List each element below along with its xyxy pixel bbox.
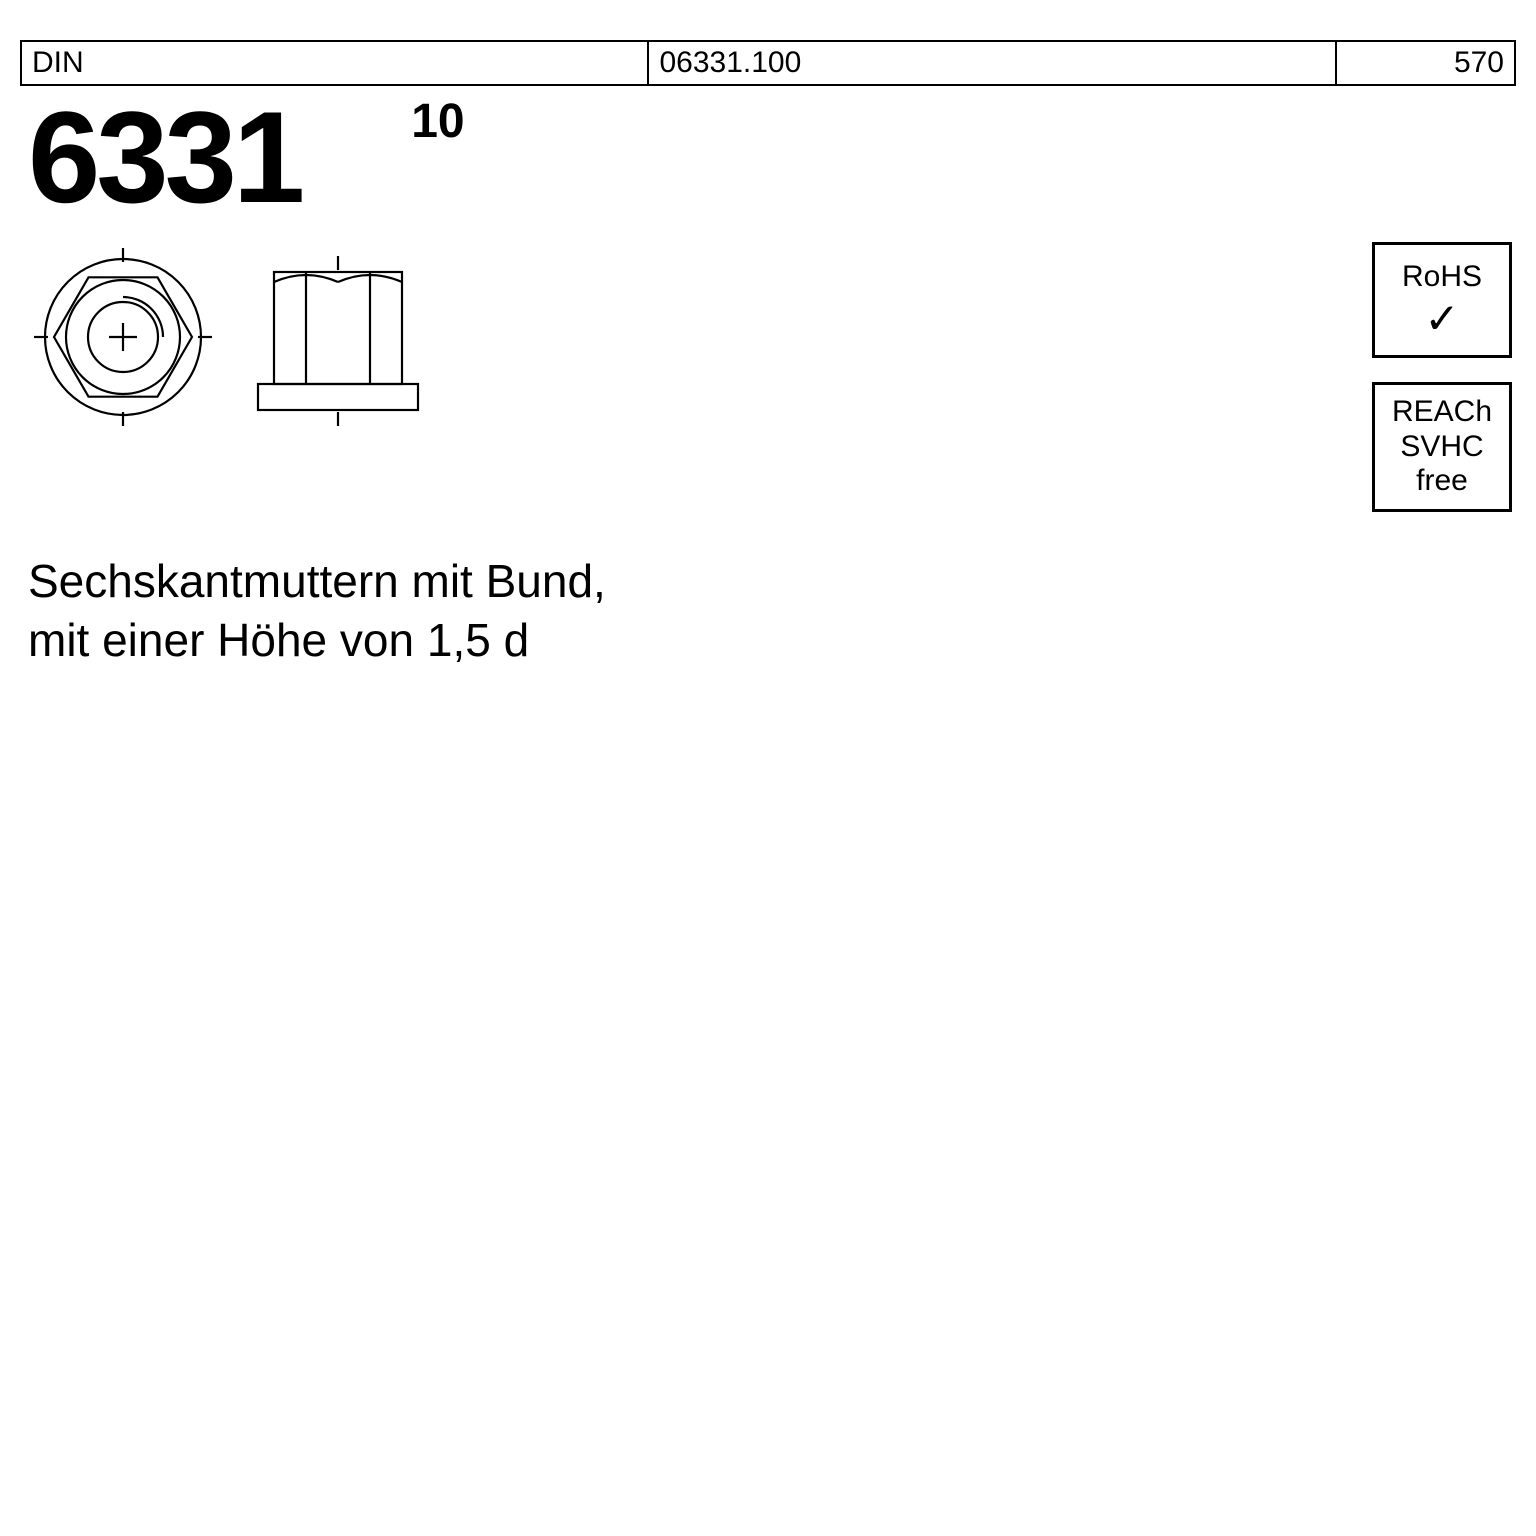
header-page-cell: 570: [1336, 41, 1515, 85]
header-table: DIN 06331.100 570: [20, 40, 1516, 86]
header-code-cell: 06331.100: [648, 41, 1335, 85]
technical-drawings: [28, 242, 428, 432]
nut-side-view-icon: [248, 242, 428, 432]
nut-top-view-icon: [28, 242, 218, 432]
title-row: 6331 10: [20, 92, 1516, 222]
datasheet-page: DIN 06331.100 570 6331 10: [0, 0, 1536, 691]
standard-number: 6331: [28, 92, 301, 222]
rohs-badge: RoHS ✓: [1372, 242, 1512, 358]
reach-line2: SVHC: [1381, 430, 1503, 465]
header-din-cell: DIN: [21, 41, 648, 85]
reach-line1: REACh: [1381, 395, 1503, 430]
mid-row: RoHS ✓ REACh SVHC free: [20, 242, 1516, 512]
reach-line3: free: [1381, 464, 1503, 499]
property-class: 10: [411, 94, 464, 149]
rohs-label: RoHS: [1402, 260, 1482, 295]
description-line-1: Sechskantmuttern mit Bund,: [28, 552, 1516, 612]
check-icon: ✓: [1424, 298, 1459, 340]
compliance-badges: RoHS ✓ REACh SVHC free: [1372, 242, 1512, 512]
description: Sechskantmuttern mit Bund, mit einer Höh…: [28, 552, 1516, 672]
description-line-2: mit einer Höhe von 1,5 d: [28, 611, 1516, 671]
reach-badge: REACh SVHC free: [1372, 382, 1512, 512]
